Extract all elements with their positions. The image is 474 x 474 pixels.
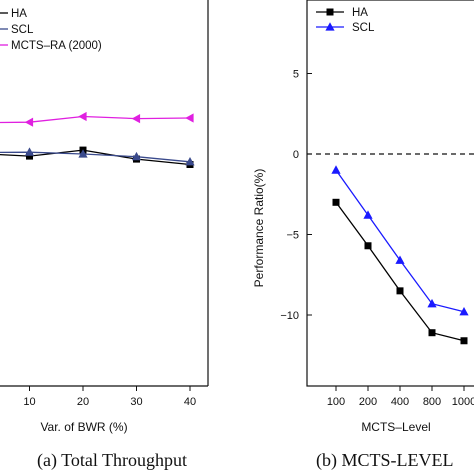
axes-a xyxy=(0,0,209,387)
y-axis-title-b: Performance Ratio(%) xyxy=(252,169,266,288)
data-point-mcts-ra-2000-2 xyxy=(78,111,87,122)
legend-label-b-ha: HA xyxy=(352,7,368,19)
x-tick-label-b: 200 xyxy=(359,396,377,408)
data-point-b-ha-3 xyxy=(428,329,436,337)
y-tick-label-b: 0 xyxy=(293,149,299,161)
data-point-mcts-ra-2000-3 xyxy=(131,114,141,124)
y-ticks-b: 5 0 −5 −10 xyxy=(280,69,312,322)
x-tick-label-a: 30 xyxy=(130,396,142,408)
data-point-mcts-ra-2000-4 xyxy=(185,113,194,123)
data-point-b-scl-4 xyxy=(459,306,469,316)
data-point-mcts-ra-2000-1 xyxy=(24,117,34,127)
data-point-scl-2 xyxy=(78,149,88,158)
data-point-b-ha-4 xyxy=(460,337,468,345)
chart-panel-a: HA SCL MCTS–RA (2000) 10 20 30 40 Var. of BWR… xyxy=(0,0,209,471)
legend-marker-b-scl xyxy=(325,22,335,31)
x-tick-label-b: 800 xyxy=(423,396,441,408)
series-a xyxy=(0,111,195,168)
legend-marker-b-ha xyxy=(326,8,334,16)
chart-panel-b: 5 0 −5 −10 100 200 400 800 1000 HA SCL Performan… xyxy=(252,0,474,471)
legend-label-ha: HA xyxy=(11,8,27,20)
data-point-b-scl-1 xyxy=(363,210,373,219)
x-ticks-a: 10 20 30 40 xyxy=(23,386,196,408)
x-tick-label-a: 10 xyxy=(23,396,35,408)
x-tick-label-b: 1000 xyxy=(452,396,474,408)
x-tick-label-a: 20 xyxy=(77,396,89,408)
legend-label-mcts-ra-2000: MCTS–RA (2000) xyxy=(11,40,102,52)
x-axis-title-a: Var. of BWR (%) xyxy=(40,420,127,434)
data-point-b-ha-1 xyxy=(364,242,372,250)
data-point-b-scl-0 xyxy=(331,165,341,174)
legend-b: HA SCL xyxy=(316,7,375,34)
x-axis-title-b: MCTS–Level xyxy=(361,420,430,434)
data-point-b-scl-3 xyxy=(427,298,437,308)
legend-label-scl: SCL xyxy=(11,24,34,36)
data-point-b-scl-2 xyxy=(395,255,405,264)
x-tick-label-a: 40 xyxy=(184,396,196,408)
y-tick-label-b: −10 xyxy=(280,310,299,322)
data-point-b-ha-2 xyxy=(396,287,404,295)
caption-b: (b) MCTS-LEVEL xyxy=(316,450,453,471)
x-tick-label-b: 100 xyxy=(327,396,345,408)
y-tick-label-b: 5 xyxy=(293,69,299,81)
data-point-ha-1 xyxy=(26,152,33,160)
series-b xyxy=(331,165,469,345)
data-point-scl-4 xyxy=(185,157,195,166)
x-tick-label-b: 400 xyxy=(391,396,409,408)
legend-label-b-scl: SCL xyxy=(352,22,375,34)
caption-a: (a) Total Throughput xyxy=(37,450,187,471)
legend-a: HA SCL MCTS–RA (2000) xyxy=(0,8,102,52)
data-point-scl-3 xyxy=(131,151,142,161)
data-point-scl-1 xyxy=(24,147,35,156)
y-tick-label-b: −5 xyxy=(286,230,299,242)
series-line-b-ha xyxy=(335,201,465,342)
data-point-b-ha-0 xyxy=(332,198,340,206)
x-ticks-b: 100 200 400 800 1000 xyxy=(327,386,474,408)
plot-frame-b xyxy=(306,0,474,387)
axes-b xyxy=(306,0,474,387)
